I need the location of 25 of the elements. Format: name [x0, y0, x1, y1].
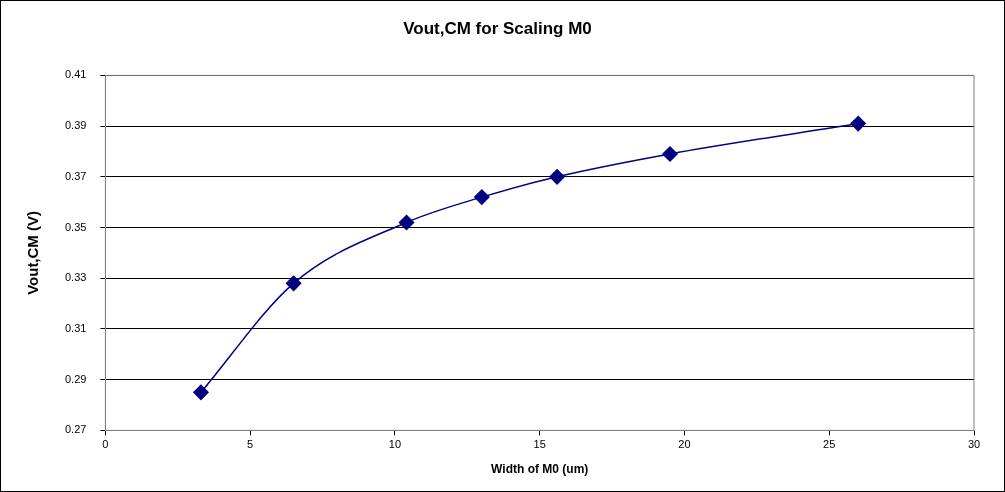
chart-title: Vout,CM for Scaling M0 — [403, 18, 592, 38]
x-tick-label: 5 — [247, 438, 254, 451]
x-tick-label: 0 — [102, 438, 109, 451]
x-tick-label: 25 — [823, 438, 836, 451]
y-tick-label: 0.29 — [64, 372, 87, 385]
x-tick-label: 10 — [388, 438, 402, 451]
y-tick-label: 0.41 — [64, 68, 87, 81]
y-tick-label: 0.27 — [64, 423, 87, 436]
x-tick-label: 20 — [678, 438, 691, 451]
x-axis-title: Width of M0 (um) — [491, 462, 589, 477]
y-tick-label: 0.39 — [64, 119, 87, 132]
x-tick-label: 30 — [967, 438, 981, 451]
point — [193, 384, 209, 401]
x-tick-label: 15 — [533, 438, 546, 451]
point — [850, 115, 866, 132]
y-tick-label: 0.33 — [64, 271, 87, 284]
point — [549, 169, 565, 185]
y-tick-label: 0.31 — [64, 322, 87, 334]
point — [474, 189, 490, 205]
y-tick-label: 0.37 — [64, 169, 87, 182]
point — [398, 214, 415, 231]
point — [285, 275, 302, 292]
y-tick-label: 0.35 — [64, 220, 87, 233]
y-axis-title: Vout,CM (V) — [24, 210, 42, 295]
point — [662, 146, 678, 162]
